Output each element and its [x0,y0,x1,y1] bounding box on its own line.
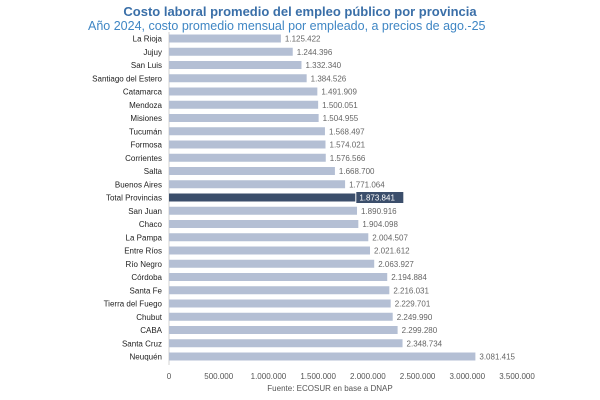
bar [169,180,346,189]
category-label: Formosa [130,141,162,150]
value-label: 1.904.098 [362,220,398,229]
category-label: Córdoba [131,273,162,282]
value-label: 2.021.612 [374,247,410,256]
bar [169,312,393,321]
bar [169,61,302,69]
chart-source: Fuente: ECOSUR en base a DNAP [267,384,393,393]
bar [169,220,359,228]
value-label: 1.384.526 [311,74,347,83]
value-label: 1.574.021 [330,141,366,150]
category-label: Santa Fe [130,286,163,295]
x-tick-label: 500.000 [204,372,233,381]
value-label: 1.504.955 [323,114,359,123]
bar [169,100,319,109]
value-label: 3.081.415 [479,353,515,362]
value-label: 2.299.280 [402,326,438,335]
category-label: Catamarca [123,88,163,97]
value-label: 1.576.566 [330,154,366,163]
category-label: Jujuy [143,48,162,57]
value-label: 1.668.700 [339,167,375,176]
value-label: 1.244.396 [297,48,333,57]
category-label: Río Negro [126,260,163,269]
category-label: Buenos Aires [115,180,162,189]
category-label: CABA [140,326,162,335]
value-label: 1.873.841 [359,194,395,203]
category-label: San Juan [128,207,162,216]
bar [169,87,318,96]
category-label: Neuquén [130,353,162,362]
category-label: La Pampa [126,233,163,242]
x-tick-label: 0 [167,372,172,381]
highlight-label-background [356,192,404,203]
bar [169,34,281,43]
bar [169,47,293,56]
x-tick-label: 2.000.000 [350,372,386,381]
value-label: 2.004.507 [372,233,408,242]
bar [169,233,369,242]
bar [169,326,398,334]
bar [169,206,358,215]
value-label: 1.771.064 [349,180,385,189]
category-label: San Luis [131,61,162,70]
bar [169,140,326,149]
value-label: 1.500.051 [322,101,358,110]
bar [169,74,307,83]
value-label: 1.491.909 [321,88,357,97]
x-tick-label: 1.000.000 [251,372,287,381]
value-label: 2.249.990 [397,313,433,322]
bar [169,286,390,295]
bar [169,153,326,162]
value-label: 1.125.422 [285,35,321,44]
x-tick-label: 1.500.000 [300,372,336,381]
chart-title: Costo laboral promedio del empleo públic… [123,4,477,19]
value-label: 1.332.340 [305,61,341,70]
bar-highlight [169,193,356,202]
value-label: 2.063.927 [378,260,414,269]
bar [169,352,476,361]
value-label: 1.568.497 [329,127,365,136]
category-label: Salta [144,167,163,176]
category-label: Total Provincias [106,194,162,203]
value-label: 2.216.031 [393,286,429,295]
category-label: Mendoza [129,101,162,110]
category-label: Entre Ríos [124,247,162,256]
value-label: 2.229.701 [395,300,431,309]
category-label: Tucumán [129,127,162,136]
category-label: Santiago del Estero [92,74,162,83]
bar [169,246,371,255]
x-tick-label: 3.500.000 [499,372,535,381]
category-label: La Rioja [133,35,163,44]
category-label: Tierra del Fuego [104,300,163,309]
chart-subtitle: Año 2024, costo promedio mensual por emp… [88,19,486,33]
bar [169,273,388,281]
category-label: Corrientes [125,154,162,163]
bar [169,114,319,122]
x-tick-label: 3.000.000 [449,372,485,381]
value-label: 2.348.734 [407,339,443,348]
category-label: Chaco [139,220,163,229]
bar [169,167,335,175]
category-label: Santa Cruz [122,339,162,348]
category-label: Misiones [130,114,162,123]
x-tick-label: 2.500.000 [400,372,436,381]
bar [169,127,325,136]
bar [169,339,403,348]
value-label: 2.194.884 [391,273,427,282]
category-label: Chubut [136,313,163,322]
bar [169,299,391,308]
bar [169,259,375,268]
value-label: 1.890.916 [361,207,397,216]
